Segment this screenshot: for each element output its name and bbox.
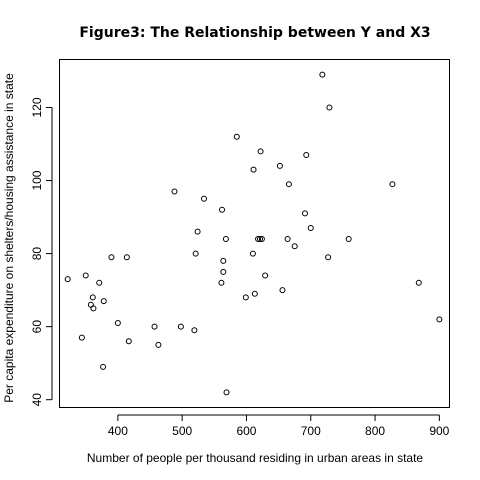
data-point bbox=[90, 305, 97, 312]
data-point bbox=[201, 195, 208, 202]
x-axis-label: Number of people per thousand residing i… bbox=[87, 451, 424, 465]
data-point bbox=[242, 294, 249, 301]
data-point bbox=[78, 334, 85, 341]
chart-title: Figure3: The Relationship between Y and … bbox=[79, 25, 430, 41]
data-point bbox=[125, 338, 132, 345]
data-point bbox=[100, 363, 107, 370]
y-tick-label: 100 bbox=[30, 170, 44, 190]
y-tick-label: 40 bbox=[30, 393, 44, 407]
data-point bbox=[255, 235, 262, 242]
data-point bbox=[325, 254, 332, 261]
data-point bbox=[307, 225, 314, 232]
data-point bbox=[258, 235, 265, 242]
x-tick-label: 800 bbox=[365, 424, 385, 438]
x-tick-label: 400 bbox=[108, 424, 128, 438]
data-point bbox=[219, 206, 226, 213]
data-point bbox=[218, 279, 225, 286]
data-point bbox=[415, 279, 422, 286]
data-point bbox=[279, 287, 286, 294]
data-point bbox=[256, 235, 263, 242]
y-tick-label: 120 bbox=[30, 97, 44, 117]
data-point bbox=[223, 389, 230, 396]
data-point bbox=[291, 243, 298, 250]
data-point bbox=[301, 210, 308, 217]
x-axis: 400 500 600 700 800 900 bbox=[108, 414, 450, 438]
data-point bbox=[192, 250, 199, 257]
data-point bbox=[436, 316, 443, 323]
x-tick-label: 500 bbox=[172, 424, 192, 438]
data-point bbox=[262, 272, 269, 279]
data-point bbox=[114, 319, 121, 326]
data-point bbox=[276, 162, 283, 169]
data-point bbox=[284, 235, 291, 242]
data-point bbox=[303, 151, 310, 158]
data-point bbox=[108, 254, 115, 261]
data-point bbox=[89, 294, 96, 301]
data-point bbox=[389, 181, 396, 188]
data-point bbox=[177, 323, 184, 330]
data-point bbox=[345, 235, 352, 242]
data-point bbox=[251, 290, 258, 297]
data-point bbox=[285, 181, 292, 188]
data-points bbox=[64, 71, 443, 396]
data-point bbox=[100, 298, 107, 305]
y-tick-label: 80 bbox=[30, 247, 44, 261]
data-point bbox=[155, 341, 162, 348]
y-axis: 40 60 80 100 120 bbox=[30, 97, 53, 407]
data-point bbox=[250, 166, 257, 173]
x-tick-label: 900 bbox=[429, 424, 449, 438]
data-point bbox=[64, 276, 71, 283]
data-point bbox=[123, 254, 130, 261]
data-point bbox=[220, 268, 227, 275]
data-point bbox=[151, 323, 158, 330]
data-point bbox=[319, 71, 326, 78]
data-point bbox=[220, 257, 227, 264]
data-point bbox=[82, 272, 89, 279]
data-point bbox=[96, 279, 103, 286]
y-tick-label: 60 bbox=[30, 320, 44, 334]
x-tick-label: 700 bbox=[301, 424, 321, 438]
plot-frame bbox=[59, 59, 450, 408]
data-point bbox=[249, 250, 256, 257]
data-point bbox=[257, 148, 264, 155]
data-point bbox=[194, 228, 201, 235]
data-point bbox=[171, 188, 178, 195]
data-point bbox=[191, 327, 198, 334]
y-axis-label: Per capita expenditure on shelters/housi… bbox=[2, 73, 16, 403]
data-point bbox=[222, 235, 229, 242]
data-point bbox=[326, 104, 333, 111]
data-point bbox=[233, 133, 240, 140]
x-tick-label: 600 bbox=[236, 424, 256, 438]
